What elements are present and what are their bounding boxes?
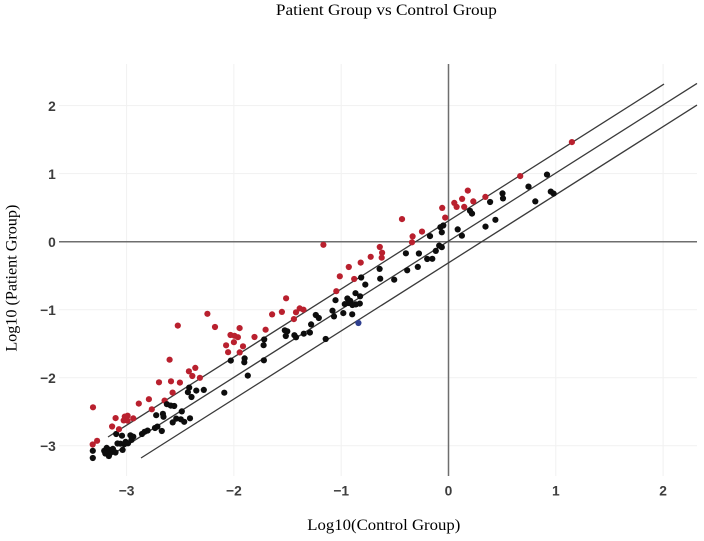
svg-text:0: 0 [445, 484, 453, 499]
svg-text:1: 1 [48, 167, 56, 182]
svg-text:−1: −1 [40, 303, 56, 318]
svg-text:Log10 (Patient Group): Log10 (Patient Group) [4, 205, 21, 352]
svg-text:−3: −3 [119, 484, 135, 499]
svg-text:1: 1 [552, 484, 560, 499]
svg-text:−2: −2 [40, 371, 56, 386]
svg-text:−3: −3 [40, 439, 56, 454]
svg-text:2: 2 [659, 484, 667, 499]
svg-text:2: 2 [48, 99, 56, 114]
svg-text:Patient Group vs Control Group: Patient Group vs Control Group [276, 2, 497, 19]
svg-text:−2: −2 [226, 484, 242, 499]
svg-text:−1: −1 [333, 484, 349, 499]
svg-text:0: 0 [48, 235, 56, 250]
svg-text:Log10(Control Group): Log10(Control Group) [307, 517, 460, 534]
